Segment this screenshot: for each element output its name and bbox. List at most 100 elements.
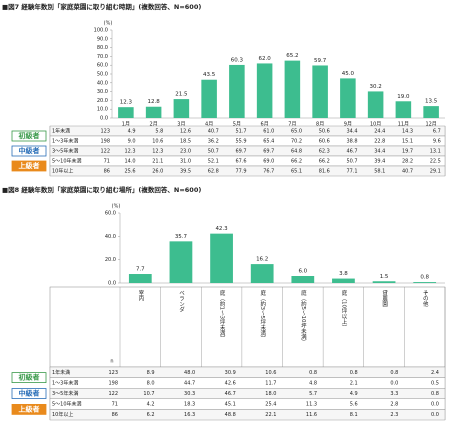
table-cell: 21.1 — [152, 159, 163, 165]
table-cell: 50.6 — [319, 129, 330, 135]
y-tick-label: 100.0 — [94, 28, 108, 34]
x-tick-label: 3月 — [177, 122, 185, 128]
table-cell: 60.6 — [319, 139, 330, 145]
table-cell: 77.9 — [235, 169, 246, 175]
table-cell: 45.1 — [225, 402, 236, 408]
bar — [332, 278, 355, 283]
table-cell: 67.6 — [235, 159, 246, 165]
y-tick-label: 10.0 — [97, 107, 108, 113]
table-cell: 5.7 — [309, 391, 317, 397]
table-cell: 69.7 — [235, 149, 246, 155]
table-cell: 30.3 — [184, 391, 195, 397]
table-cell: 23.0 — [180, 149, 191, 155]
row-label: 1〜3年未満 — [52, 138, 78, 145]
table-cell: 6.2 — [147, 412, 155, 418]
table-cell: 8.1 — [350, 412, 358, 418]
table-cell: 11.3 — [306, 402, 317, 408]
bar — [210, 233, 233, 283]
row-label: 1年未満 — [52, 369, 70, 376]
group-label: 上級者 — [19, 404, 40, 413]
table-cell: 69.0 — [263, 159, 274, 165]
table-cell: 6.7 — [433, 129, 441, 135]
x-tick-label: 8月 — [316, 122, 324, 128]
value-label: 12.8 — [148, 99, 161, 105]
value-label: 45.0 — [342, 71, 355, 77]
table-cell: 42.6 — [225, 380, 236, 386]
table-cell: 4.8 — [309, 380, 317, 386]
table-cell: 36.2 — [208, 139, 219, 145]
table-cell: 26.0 — [152, 169, 163, 175]
x-tick-label: 庭（10坪以上） — [340, 289, 347, 330]
x-tick-label: 庭（約3〜5坪未満） — [259, 289, 266, 341]
value-label: 65.2 — [286, 53, 298, 59]
bar — [413, 282, 437, 283]
value-label: 19.0 — [397, 94, 410, 100]
bar — [128, 274, 152, 283]
table-cell: 25.6 — [124, 169, 135, 175]
x-tick-label: 5月 — [233, 122, 241, 128]
bar — [173, 99, 190, 118]
table-cell: 10.6 — [265, 370, 276, 376]
x-tick-label: 貸農園 — [381, 289, 388, 308]
x-tick-label: 4月 — [205, 122, 213, 128]
value-label: 3.8 — [339, 271, 348, 277]
group-badge — [11, 160, 47, 172]
table-cell: 39.5 — [180, 169, 191, 175]
y-tick-label: 40.0 — [97, 80, 108, 86]
value-label: 21.5 — [175, 92, 188, 98]
group-label: 初級者 — [19, 131, 40, 140]
table-cell: 46.7 — [225, 391, 236, 397]
value-label: 1.5 — [380, 274, 389, 280]
row-label: 1〜3年未満 — [52, 379, 78, 386]
table-cell: 15.1 — [402, 139, 413, 145]
y-tick-label: 0.0 — [100, 116, 108, 122]
table-cell: 18.5 — [180, 139, 191, 145]
value-label: 0.8 — [420, 275, 429, 281]
bar — [145, 106, 162, 118]
row-label: 1年未満 — [52, 128, 70, 135]
table-cell: 0.8 — [431, 391, 439, 397]
table-cell: 31.0 — [180, 159, 191, 165]
table-cell: 2.8 — [390, 402, 398, 408]
bar — [229, 64, 245, 118]
value-label: 35.7 — [175, 234, 188, 240]
value-label: 43.5 — [203, 72, 216, 78]
table-cell: 62.8 — [208, 169, 219, 175]
table-cell: 12.6 — [180, 129, 191, 135]
table-cell: 0.0 — [390, 380, 398, 386]
y-axis-label: (%) — [112, 204, 121, 210]
table-cell: 5.6 — [350, 402, 358, 408]
table-cell: 8.9 — [147, 370, 155, 376]
bar — [340, 78, 356, 118]
table-cell: 44.7 — [184, 380, 195, 386]
y-tick-label: 80.0 — [97, 45, 108, 51]
table-cell: 50.7 — [208, 149, 219, 155]
bar — [284, 60, 301, 118]
table-cell: 65.0 — [291, 129, 302, 135]
group-label: 中級者 — [19, 389, 40, 398]
table-cell: 38.8 — [346, 139, 357, 145]
table-cell: 4.9 — [128, 129, 136, 135]
y-tick-label: 50.0 — [97, 72, 108, 78]
group-badge — [11, 372, 47, 384]
table-cell: 19.7 — [402, 149, 413, 155]
table-cell: 18.3 — [184, 402, 195, 408]
table-cell: 25.4 — [265, 402, 276, 408]
table-cell: 4.2 — [147, 402, 155, 408]
table-cell: 12.3 — [152, 149, 163, 155]
y-tick-label: 60.0 — [97, 63, 108, 69]
row-label: 5〜10年未満 — [52, 158, 82, 165]
group-badge — [11, 145, 47, 157]
bar — [169, 241, 193, 283]
x-tick-label: 室内 — [137, 289, 144, 303]
row-label: 10年以上 — [52, 168, 73, 175]
y-tick-label: 20.0 — [105, 257, 116, 263]
n-value: 71 — [112, 402, 118, 408]
n-value: 86 — [104, 169, 110, 175]
table-row — [49, 398, 446, 410]
y-tick-label: 40.0 — [105, 234, 116, 240]
n-value: 198 — [100, 139, 110, 145]
group-label: 初級者 — [19, 373, 40, 382]
table-cell: 29.1 — [430, 169, 441, 175]
